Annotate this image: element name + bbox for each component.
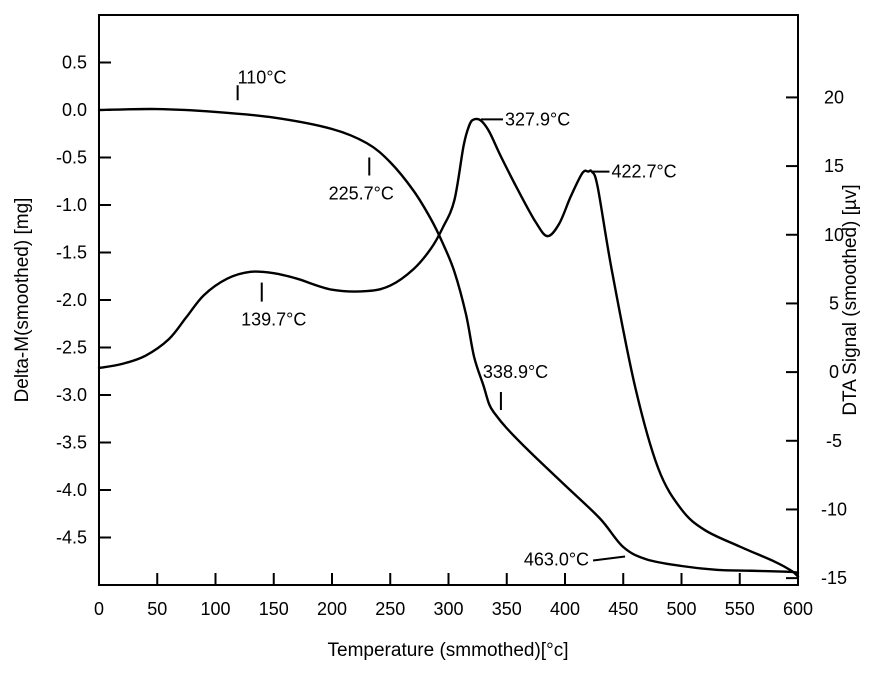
y-left-tick-label: -2.5 [56, 338, 87, 358]
annotation-label: 110°C [238, 67, 287, 87]
x-tick-label: 550 [725, 599, 755, 619]
series-layer [97, 107, 800, 578]
y-right-tick-label: 10 [824, 225, 844, 245]
x-tick-label: 350 [492, 599, 522, 619]
y-left-tick-label: -3.5 [56, 433, 87, 453]
x-tick-label: 100 [200, 599, 230, 619]
x-tick-label: 200 [317, 599, 347, 619]
x-tick-label: 500 [666, 599, 696, 619]
dta-signal-line [97, 117, 800, 578]
x-tick-label: 300 [433, 599, 463, 619]
x-tick-label: 400 [550, 599, 580, 619]
annotation-label: 139.7°C [241, 310, 306, 330]
x-tick-label: 50 [147, 599, 167, 619]
x-tick-label: 450 [608, 599, 638, 619]
y-left-tick-label: -2.0 [56, 290, 87, 310]
annotation-label: 225.7°C [329, 184, 394, 204]
y-left-tick-label: -4.5 [56, 528, 87, 548]
y-left-tick-label: -1.0 [56, 195, 87, 215]
annotation-label: 463.0°C [524, 550, 589, 570]
y-axis-right-label: DTA Signal (smoothed) [µv] [840, 184, 861, 415]
y-right-tick-label: -15 [821, 568, 847, 588]
delta-m-line [97, 107, 800, 574]
x-tick-label: 150 [259, 599, 289, 619]
x-tick-label: 600 [783, 599, 813, 619]
x-axis-label: Temperature (smmothed)[°c] [328, 640, 569, 661]
y-right-tick-label: -5 [826, 431, 842, 451]
plot-frame [98, 14, 799, 586]
y-left-tick-label: -3.0 [56, 385, 87, 405]
x-tick-label: 250 [375, 599, 405, 619]
y-axis-right: 20 15 10 5 0 -5 -10 -15 [786, 87, 847, 588]
y-left-tick-label: 0.5 [62, 53, 87, 73]
y-right-tick-label: -10 [821, 499, 847, 519]
y-right-tick-label: 15 [824, 156, 844, 176]
y-axis-left-label: Delta-M(smoothed) [mg] [12, 198, 33, 403]
annotation-label: 327.9°C [505, 109, 570, 129]
annotation-layer: 110°C 225.7°C 139.7°C 327.9°C 422.7°C 338.9°C… [236, 67, 677, 570]
y-right-tick-label: 5 [829, 293, 839, 313]
x-axis: 0 50 100 150 200 250 300 350 400 450 500 550 600 [94, 573, 813, 619]
y-left-tick-label: -0.5 [56, 148, 87, 168]
x-tick-label: 0 [94, 599, 104, 619]
y-axis-left: 0.5 0.0 -0.5 -1.0 -1.5 -2.0 -2.5 -3.0 -3.5 -4.0 -4… [56, 53, 111, 548]
annotation-label: 338.9°C [483, 362, 548, 382]
y-left-tick-label: -4.0 [56, 480, 87, 500]
annotation-label: 422.7°C [611, 162, 676, 182]
y-left-tick-label: -1.5 [56, 243, 87, 263]
annotation-marker [592, 555, 626, 562]
y-left-tick-label: 0.0 [62, 100, 87, 120]
y-right-tick-label: 0 [829, 362, 839, 382]
y-right-tick-label: 20 [824, 87, 844, 107]
